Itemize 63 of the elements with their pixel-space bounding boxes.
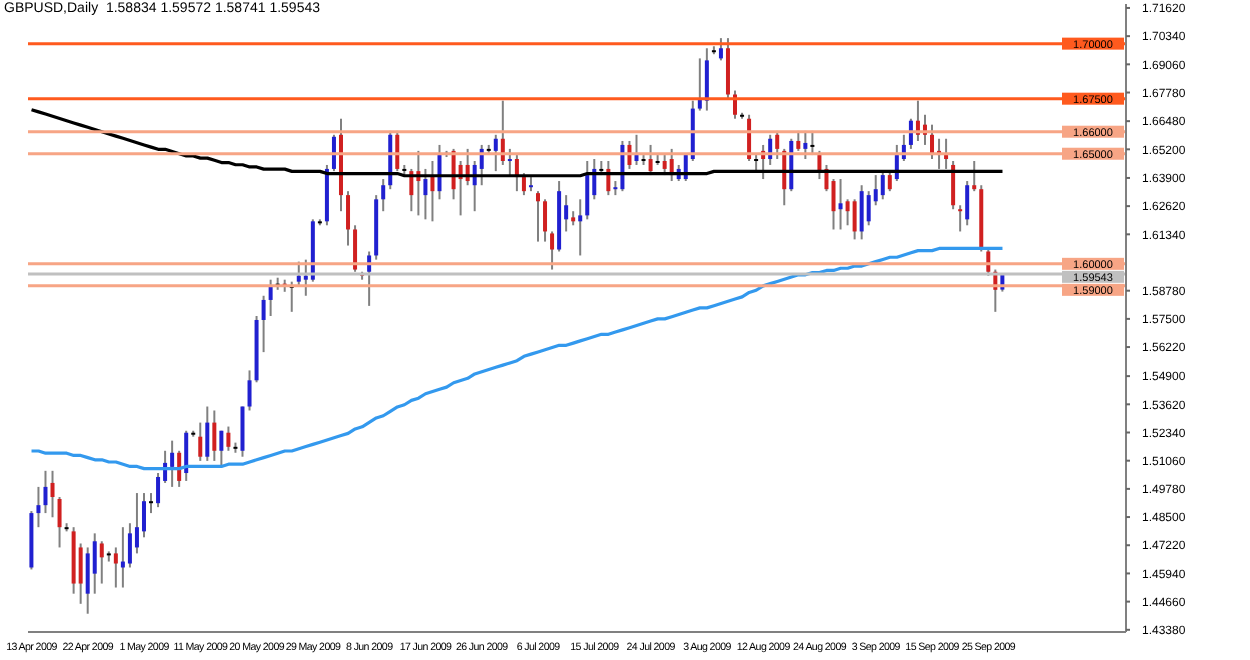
candlestick <box>648 143 653 177</box>
candlestick <box>536 190 540 243</box>
candlestick <box>803 129 808 161</box>
candlestick <box>423 167 428 221</box>
candlestick <box>859 184 864 241</box>
candlestick <box>704 47 709 112</box>
candlestick <box>113 546 118 589</box>
candlestick <box>170 439 175 488</box>
candlestick <box>697 57 702 112</box>
candlestick <box>578 198 583 257</box>
candlestick <box>85 546 90 615</box>
candlestick <box>972 160 977 193</box>
candlestick <box>141 492 146 539</box>
candlestick <box>852 198 857 241</box>
candlestick <box>331 133 336 173</box>
candlestick <box>817 149 822 181</box>
candlestick <box>958 204 963 233</box>
candlestick <box>831 178 836 231</box>
candlestick <box>543 198 548 243</box>
candlestick <box>521 172 526 197</box>
candlestick <box>296 260 301 287</box>
candlestick <box>149 492 154 515</box>
candlestick <box>838 178 843 231</box>
candlestick <box>212 409 217 462</box>
candlestick <box>395 129 400 173</box>
candlestick <box>226 425 231 452</box>
candlestick <box>36 485 41 529</box>
candlestick <box>184 429 189 482</box>
candlestick <box>127 522 132 569</box>
candlestick <box>550 230 555 271</box>
candlestick <box>353 224 358 273</box>
candlestick <box>57 496 62 549</box>
candlestick <box>268 278 273 318</box>
candlestick <box>944 137 949 170</box>
candlestick <box>346 190 351 247</box>
candlestick <box>845 198 850 227</box>
candlestick <box>585 160 590 221</box>
candlestick <box>493 133 498 173</box>
candlestick <box>796 129 801 152</box>
candlestick <box>437 143 442 201</box>
candlestick <box>240 405 245 458</box>
candlestick <box>866 190 871 227</box>
candlestick <box>198 421 203 462</box>
candlestick <box>725 37 730 100</box>
candlestick <box>887 170 892 193</box>
candlestick <box>106 550 111 563</box>
candlestick <box>261 294 266 354</box>
candlestick <box>43 469 48 515</box>
candlestick <box>247 369 252 412</box>
candlestick <box>205 405 210 462</box>
candlestick <box>810 129 815 157</box>
candlestick <box>507 147 512 177</box>
candlestick <box>92 532 97 595</box>
candlestick <box>718 37 723 62</box>
candlestick <box>965 180 970 227</box>
candlestick <box>381 178 386 213</box>
candlestick <box>880 170 885 201</box>
candlestick <box>775 129 780 161</box>
candlestick <box>50 469 55 519</box>
candlestick <box>951 160 956 211</box>
candlestick <box>219 429 224 468</box>
candlestick <box>634 133 639 166</box>
candlestick <box>99 540 104 585</box>
